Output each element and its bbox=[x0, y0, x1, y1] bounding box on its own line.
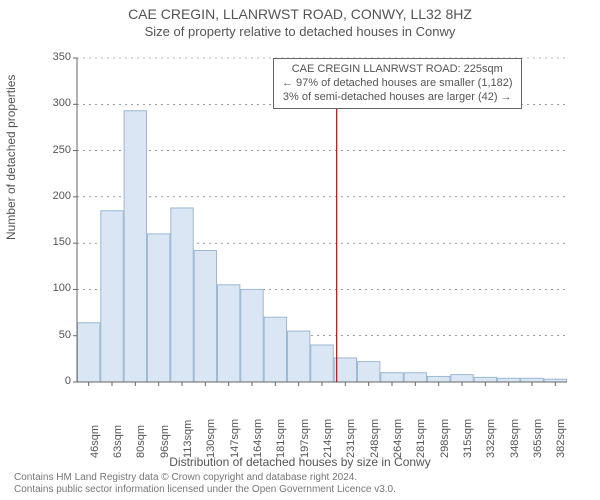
annotation-box: CAE CREGIN LLANRWST ROAD: 225sqm ← 97% o… bbox=[273, 58, 522, 109]
x-tick-label: 147sqm bbox=[229, 419, 241, 458]
x-tick-label: 281sqm bbox=[415, 419, 427, 458]
x-tick-label: 164sqm bbox=[252, 419, 264, 458]
x-tick-label: 332sqm bbox=[485, 419, 497, 458]
x-tick-label: 214sqm bbox=[322, 419, 334, 458]
footnote-line1: Contains HM Land Registry data © Crown c… bbox=[14, 472, 396, 484]
annotation-line1: CAE CREGIN LLANRWST ROAD: 225sqm bbox=[282, 63, 513, 77]
x-axis-label: Distribution of detached houses by size … bbox=[0, 455, 600, 469]
x-tick-label: 248sqm bbox=[369, 419, 381, 458]
x-tick-label: 382sqm bbox=[555, 419, 567, 458]
x-tick-label: 181sqm bbox=[275, 419, 287, 458]
chart-area: 46sqm63sqm80sqm96sqm113sqm130sqm147sqm16… bbox=[65, 54, 575, 424]
footnote-line2: Contains public sector information licen… bbox=[14, 484, 396, 496]
x-tick-label: 63sqm bbox=[112, 425, 124, 458]
x-tick-label: 264sqm bbox=[392, 419, 404, 458]
y-tick-label: 150 bbox=[53, 236, 71, 248]
x-tick-label: 46sqm bbox=[89, 425, 101, 458]
y-tick-label: 250 bbox=[53, 144, 71, 156]
page-subtitle: Size of property relative to detached ho… bbox=[0, 22, 600, 39]
y-tick-label: 100 bbox=[53, 282, 71, 294]
x-tick-label: 130sqm bbox=[205, 419, 217, 458]
y-tick-label: 50 bbox=[59, 329, 71, 341]
x-tick-label: 113sqm bbox=[182, 420, 194, 458]
x-tick-label: 96sqm bbox=[159, 425, 171, 458]
y-tick-label: 350 bbox=[53, 51, 71, 63]
annotation-line3: 3% of semi-detached houses are larger (4… bbox=[282, 91, 513, 105]
x-tick-label: 315sqm bbox=[462, 419, 474, 458]
y-tick-label: 300 bbox=[53, 97, 71, 109]
x-tick-label: 197sqm bbox=[299, 419, 311, 458]
annotation-line2: ← 97% of detached houses are smaller (1,… bbox=[282, 77, 513, 91]
x-tick-label: 298sqm bbox=[439, 419, 451, 458]
x-tick-label: 231sqm bbox=[345, 419, 357, 458]
y-tick-label: 200 bbox=[53, 190, 71, 202]
y-tick-label: 0 bbox=[65, 375, 71, 387]
y-axis-label: Number of detached properties bbox=[4, 75, 18, 240]
x-tick-label: 80sqm bbox=[135, 425, 147, 458]
footnote: Contains HM Land Registry data © Crown c… bbox=[14, 472, 396, 496]
x-tick-label: 365sqm bbox=[532, 419, 544, 458]
x-tick-label: 348sqm bbox=[509, 419, 521, 458]
page-title: CAE CREGIN, LLANRWST ROAD, CONWY, LL32 8… bbox=[0, 0, 600, 22]
